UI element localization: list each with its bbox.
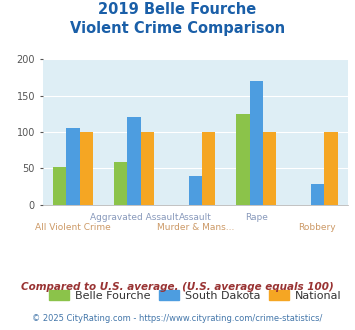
Legend: Belle Fourche, South Dakota, National: Belle Fourche, South Dakota, National (45, 286, 346, 305)
Bar (202, 132, 215, 205)
Bar (114, 162, 127, 205)
Text: Assault: Assault (179, 213, 212, 222)
Bar (53, 167, 66, 205)
Text: Rape: Rape (245, 213, 268, 222)
Bar (324, 132, 338, 205)
Text: Aggravated Assault: Aggravated Assault (90, 213, 179, 222)
Text: Robbery: Robbery (299, 223, 336, 232)
Text: All Violent Crime: All Violent Crime (35, 223, 111, 232)
Bar (66, 128, 80, 205)
Text: Compared to U.S. average. (U.S. average equals 100): Compared to U.S. average. (U.S. average … (21, 282, 334, 292)
Bar (189, 176, 202, 205)
Bar (311, 183, 324, 205)
Text: Murder & Mans...: Murder & Mans... (157, 223, 234, 232)
Text: © 2025 CityRating.com - https://www.cityrating.com/crime-statistics/: © 2025 CityRating.com - https://www.city… (32, 314, 323, 323)
Text: Violent Crime Comparison: Violent Crime Comparison (70, 21, 285, 36)
Bar (250, 81, 263, 205)
Bar (236, 114, 250, 205)
Text: 2019 Belle Fourche: 2019 Belle Fourche (98, 2, 257, 16)
Bar (127, 117, 141, 205)
Bar (80, 132, 93, 205)
Bar (141, 132, 154, 205)
Bar (263, 132, 277, 205)
